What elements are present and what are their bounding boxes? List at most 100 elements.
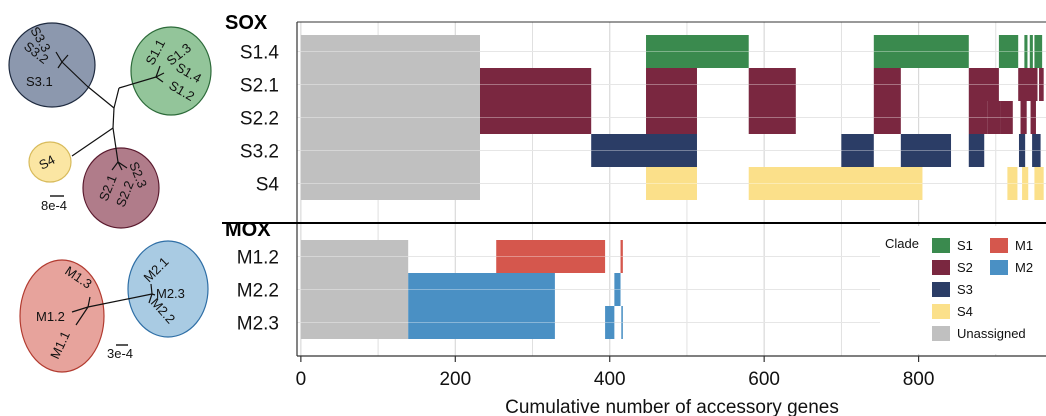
bar-segment-S2.2-S2 (748, 101, 796, 134)
bar-segment-M2.3-M2 (605, 306, 615, 339)
bar-segment-S2.2-S2 (987, 101, 1001, 134)
row-label: S2.1 (240, 76, 279, 97)
bar-segment-M2.2-M2 (614, 273, 621, 306)
bar-segment-S4-Unassigned (300, 167, 481, 200)
bar-segment-S2.2-S2 (968, 101, 988, 134)
bar-segment-S3.2-S3 (1018, 134, 1026, 167)
bar-segment-M2.3-M2 (621, 306, 623, 339)
tree-label: M1.2 (36, 309, 65, 324)
bar-segment-S2.2-S2 (1020, 101, 1027, 134)
bar-segment-M2.3-M2 (408, 306, 555, 339)
bar-segment-S4-S4 (646, 167, 697, 200)
cluster-s3 (8, 22, 96, 108)
mox-tree: M1.3 M1.2 M1.1 M2.1 M2.3 M2.2 3e-4 (19, 240, 209, 373)
bar-segment-S2.1-Unassigned (300, 68, 481, 101)
cluster-m1 (19, 259, 105, 373)
cluster-s1 (130, 26, 212, 116)
bar-segment-S2.1-S2 (1018, 68, 1038, 101)
accessory-genes-chart: S1.4 S2.1 S2.2 S3.2 S4 M1.2 M2.2 M2.3 SOX MOX 0… (222, 12, 1046, 416)
bar-segment-S3.2-S3 (1032, 134, 1041, 167)
legend-label: S1 (957, 238, 973, 253)
row-label: M1.2 (237, 248, 279, 269)
sox-tree: S3.3 S3.2 S3.1 S1.1 S1.3 S1.4 S1.2 S4 S2… (8, 22, 212, 229)
panel-frame (222, 21, 1046, 357)
legend-swatch-s2 (932, 260, 950, 275)
mox-tree-branches (71, 283, 156, 326)
bar-segment-S1.4-Unassigned (300, 35, 481, 68)
legend-label: M2 (1015, 260, 1033, 275)
bar-segment-S4-S4 (1034, 167, 1044, 200)
bar-segment-S2.1-S2 (480, 68, 592, 101)
bar-segment-S1.4-S1 (1024, 35, 1028, 68)
bar-segment-S2.2-S2 (646, 101, 697, 134)
bar-segment-S2.2-S2 (1000, 101, 1013, 134)
mox-scale-label: 3e-4 (107, 346, 133, 361)
bar-segment-S2.2-S2 (1030, 101, 1036, 134)
row-label: S3.2 (240, 142, 279, 163)
x-axis-title: Cumulative number of accessory genes (505, 397, 839, 416)
row-label: M2.3 (237, 314, 279, 335)
row-label: M2.2 (237, 281, 279, 302)
legend-swatch-m1 (990, 238, 1008, 253)
bar-segment-S3.2-S3 (591, 134, 697, 167)
bar-segment-S4-S4 (748, 167, 923, 200)
bar-segment-S4-S4 (1007, 167, 1018, 200)
row-labels: S1.4 S2.1 S2.2 S3.2 S4 M1.2 M2.2 M2.3 (237, 43, 280, 335)
cluster-s2 (82, 147, 160, 229)
legend-label: S3 (957, 282, 973, 297)
bar-segment-S1.4-S1 (1034, 35, 1043, 68)
bar-segment-S1.4-S1 (873, 35, 969, 68)
row-label: S2.2 (240, 109, 279, 130)
tree-label: S4 (36, 152, 57, 173)
x-axis: 0 200 400 600 800 (296, 356, 935, 390)
bars (297, 35, 1046, 339)
bar-segment-M1.2-M1 (620, 240, 623, 273)
bar-segment-S1.4-S1 (646, 35, 749, 68)
bar-segment-M2.2-M2 (408, 273, 555, 306)
sox-tree-branches (55, 51, 165, 171)
legend-title: Clade (885, 236, 919, 251)
bar-segment-S2.1-S2 (646, 68, 697, 101)
x-tick-label: 400 (594, 369, 626, 390)
legend-label: Unassigned (957, 326, 1026, 341)
x-tick-label: 200 (439, 369, 471, 390)
bar-segment-S3.2-S3 (968, 134, 985, 167)
bar-segment-S3.2-S3 (900, 134, 952, 167)
bar-segment-S2.1-S2 (873, 68, 901, 101)
x-tick-label: 800 (903, 369, 935, 390)
legend-swatch-m2 (990, 260, 1008, 275)
bar-segment-S2.2-S2 (480, 101, 592, 134)
tree-label: S3.1 (26, 74, 53, 89)
bar-segment-S2.1-S2 (968, 68, 999, 101)
row-label: S1.4 (240, 43, 280, 64)
group-label-sox: SOX (225, 12, 268, 34)
row-label: S4 (256, 175, 280, 196)
legend-label: S2 (957, 260, 973, 275)
bar-segment-S3.2-Unassigned (300, 134, 481, 167)
bar-segment-M1.2-M1 (496, 240, 606, 273)
bar-segment-M2.2-Unassigned (300, 273, 409, 306)
legend-swatch-s4 (932, 304, 950, 319)
legend-label: M1 (1015, 238, 1033, 253)
sox-scale-label: 8e-4 (41, 198, 67, 213)
bar-segment-S4-S4 (1022, 167, 1029, 200)
legend-label: S4 (957, 304, 973, 319)
legend: Clade S1 S2 S3 S4 Unassigned M1 M2 (880, 226, 1046, 354)
x-tick-label: 0 (296, 369, 307, 390)
legend-background (880, 226, 1046, 354)
bar-segment-M1.2-Unassigned (300, 240, 409, 273)
legend-swatch-s3 (932, 282, 950, 297)
bar-segment-S2.2-Unassigned (300, 101, 481, 134)
bar-segment-S2.2-S2 (873, 101, 901, 134)
cluster-s4 (28, 141, 72, 183)
group-label-mox: MOX (225, 219, 271, 241)
x-tick-label: 600 (748, 369, 780, 390)
bar-segment-S1.4-S1 (998, 35, 1019, 68)
bar-segment-S3.2-S3 (841, 134, 874, 167)
bar-segment-S2.1-S2 (748, 68, 796, 101)
bar-segment-S2.1-S2 (1039, 68, 1044, 101)
tree-label: M2.3 (156, 286, 185, 301)
legend-swatch-unassigned (932, 326, 950, 341)
bar-segment-S1.4-S1 (1029, 35, 1033, 68)
